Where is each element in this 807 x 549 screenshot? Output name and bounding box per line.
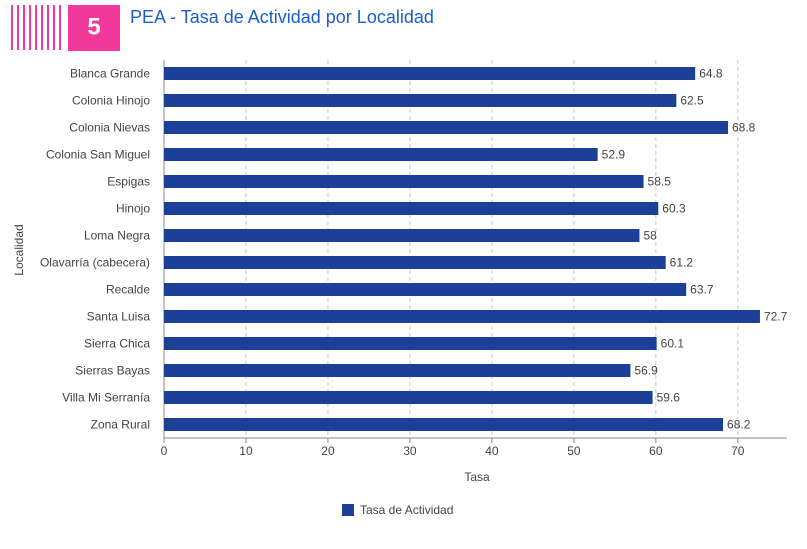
value-label: 52.9	[602, 148, 626, 162]
x-axis-label: Tasa	[464, 470, 490, 484]
y-tick-label: Colonia San Miguel	[46, 148, 150, 162]
y-tick-label: Colonia Hinojo	[72, 94, 150, 108]
bar	[164, 175, 644, 188]
bar	[164, 67, 696, 80]
badge-box	[68, 5, 120, 51]
badge: 5	[87, 13, 100, 40]
value-label: 58.5	[648, 175, 672, 189]
y-tick-label: Espigas	[107, 175, 150, 189]
chart-title: PEA - Tasa de Actividad por Localidad	[130, 7, 434, 27]
value-label: 68.2	[727, 418, 751, 432]
value-label: 56.9	[634, 364, 658, 378]
y-tick-label: Olavarría (cabecera)	[40, 256, 150, 270]
x-tick-label: 40	[485, 444, 499, 458]
value-label: 72.7	[764, 310, 788, 324]
value-label: 62.5	[680, 94, 704, 108]
bar	[164, 418, 724, 431]
bar	[164, 94, 677, 107]
bar	[164, 337, 657, 350]
bar	[164, 229, 640, 242]
x-tick-label: 10	[239, 444, 253, 458]
y-tick-label: Zona Rural	[91, 418, 150, 432]
y-tick-label: Recalde	[106, 283, 150, 297]
x-tick-label: 60	[649, 444, 663, 458]
bar	[164, 202, 659, 215]
y-tick-label: Loma Negra	[84, 229, 150, 243]
bar	[164, 391, 653, 404]
x-tick-label: 0	[161, 444, 168, 458]
value-label: 61.2	[670, 256, 694, 270]
value-label: 64.8	[699, 67, 723, 81]
y-tick-label: Sierra Chica	[84, 337, 150, 351]
legend-label: Tasa de Actividad	[360, 503, 453, 517]
x-tick-label: 70	[731, 444, 745, 458]
value-label: 60.3	[662, 202, 686, 216]
y-axis-label: Localidad	[12, 224, 26, 275]
y-tick-label: Blanca Grande	[70, 67, 150, 81]
y-tick-label: Sierras Bayas	[75, 364, 150, 378]
value-label: 60.1	[661, 337, 685, 351]
bar	[164, 121, 728, 134]
bar	[164, 256, 666, 269]
bar	[164, 148, 598, 161]
y-tick-label: Hinojo	[116, 202, 150, 216]
y-tick-label: Villa Mi Serranía	[62, 391, 150, 405]
bar	[164, 283, 687, 296]
y-tick-label: Santa Luisa	[87, 310, 151, 324]
y-tick-label: Colonia Nievas	[69, 121, 150, 135]
value-label: 59.6	[657, 391, 681, 405]
header-stripes	[11, 5, 61, 50]
value-label: 58	[643, 229, 657, 243]
x-tick-label: 30	[403, 444, 417, 458]
bar	[164, 310, 760, 323]
value-label: 68.8	[732, 121, 756, 135]
x-tick-label: 50	[567, 444, 581, 458]
x-tick-label: 20	[321, 444, 335, 458]
value-label: 63.7	[690, 283, 714, 297]
bar	[164, 364, 631, 377]
legend-swatch	[342, 504, 354, 516]
